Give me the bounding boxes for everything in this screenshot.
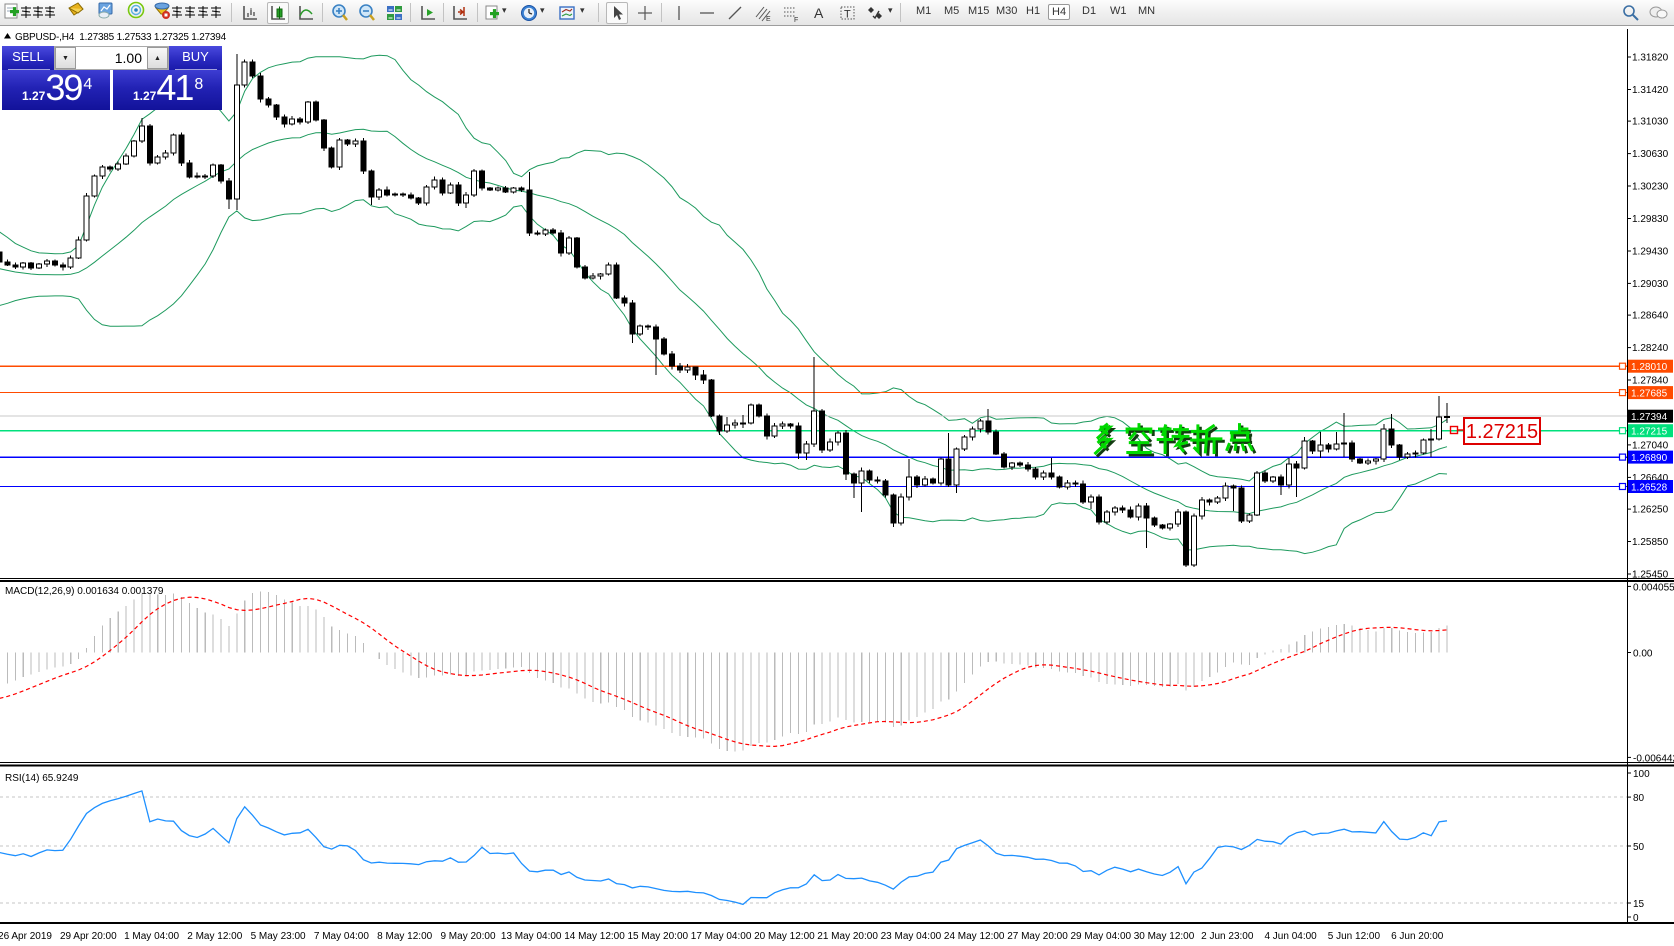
svg-text:1.26528: 1.26528: [1631, 483, 1668, 494]
svg-text:100: 100: [1633, 769, 1650, 780]
svg-text:1.26640: 1.26640: [1632, 473, 1669, 484]
svg-text:0.004055: 0.004055: [1633, 582, 1674, 593]
svg-text:14 May 12:00: 14 May 12:00: [564, 931, 625, 942]
svg-text:1.31030: 1.31030: [1632, 117, 1669, 128]
svg-text:17 May 04:00: 17 May 04:00: [691, 931, 752, 942]
svg-text:80: 80: [1633, 793, 1645, 804]
svg-text:1.29030: 1.29030: [1632, 279, 1669, 290]
svg-text:1.31420: 1.31420: [1632, 85, 1669, 96]
svg-text:1.27040: 1.27040: [1632, 440, 1669, 451]
svg-text:4 Jun 04:00: 4 Jun 04:00: [1264, 931, 1317, 942]
svg-text:1.28010: 1.28010: [1631, 362, 1668, 373]
svg-text:0.00: 0.00: [1633, 649, 1653, 660]
svg-text:9 May 20:00: 9 May 20:00: [440, 931, 495, 942]
svg-text:13 May 04:00: 13 May 04:00: [501, 931, 562, 942]
svg-text:1.27215: 1.27215: [1631, 427, 1668, 438]
svg-text:20 May 12:00: 20 May 12:00: [754, 931, 815, 942]
svg-text:1.29430: 1.29430: [1632, 247, 1669, 258]
svg-text:-0.006442: -0.006442: [1633, 753, 1674, 764]
svg-text:1.27215: 1.27215: [1466, 421, 1538, 443]
svg-text:6 Jun 20:00: 6 Jun 20:00: [1391, 931, 1444, 942]
svg-text:RSI(14) 65.9249: RSI(14) 65.9249: [5, 773, 79, 784]
svg-text:1.30230: 1.30230: [1632, 182, 1669, 193]
svg-text:23 May 04:00: 23 May 04:00: [881, 931, 942, 942]
svg-text:1.30630: 1.30630: [1632, 149, 1669, 160]
svg-text:8 May 12:00: 8 May 12:00: [377, 931, 432, 942]
svg-text:7 May 04:00: 7 May 04:00: [314, 931, 369, 942]
svg-text:1.26250: 1.26250: [1632, 505, 1669, 516]
svg-text:24 May 12:00: 24 May 12:00: [944, 931, 1005, 942]
svg-text:5 Jun 12:00: 5 Jun 12:00: [1328, 931, 1381, 942]
svg-text:1.29830: 1.29830: [1632, 214, 1669, 225]
svg-text:1.26890: 1.26890: [1631, 453, 1668, 464]
svg-text:GBPUSD-,H4 1.27385 1.27533 1.: GBPUSD-,H4 1.27385 1.27533 1.27325 1.273…: [15, 32, 227, 43]
svg-text:27 May 20:00: 27 May 20:00: [1007, 931, 1068, 942]
svg-text:E: E: [766, 16, 771, 23]
svg-text:A: A: [814, 5, 824, 21]
svg-text:30 May 12:00: 30 May 12:00: [1134, 931, 1195, 942]
svg-text:1.27394: 1.27394: [1631, 412, 1668, 423]
svg-text:T: T: [844, 9, 851, 21]
svg-text:21 May 20:00: 21 May 20:00: [817, 931, 878, 942]
svg-text:15 May 20:00: 15 May 20:00: [627, 931, 688, 942]
svg-text:MACD(12,26,9) 0.001634 0.00137: MACD(12,26,9) 0.001634 0.001379: [5, 586, 164, 597]
svg-text:1.28640: 1.28640: [1632, 311, 1669, 322]
svg-text:50: 50: [1633, 842, 1645, 853]
svg-text:29 May 04:00: 29 May 04:00: [1070, 931, 1131, 942]
svg-text:2 May 12:00: 2 May 12:00: [187, 931, 242, 942]
svg-text:1.25850: 1.25850: [1632, 537, 1669, 548]
svg-text:29 Apr 20:00: 29 Apr 20:00: [60, 931, 117, 942]
svg-text:1.28240: 1.28240: [1632, 343, 1669, 354]
svg-text:2 Jun 23:00: 2 Jun 23:00: [1201, 931, 1254, 942]
svg-text:1.25450: 1.25450: [1632, 570, 1669, 581]
svg-text:5 May 23:00: 5 May 23:00: [251, 931, 306, 942]
svg-text:0: 0: [1633, 913, 1639, 924]
svg-text:F: F: [794, 17, 798, 23]
svg-text:1.27840: 1.27840: [1632, 376, 1669, 387]
svg-text:1.31820: 1.31820: [1632, 53, 1669, 64]
svg-text:1.27685: 1.27685: [1631, 389, 1668, 400]
svg-text:26 Apr 2019: 26 Apr 2019: [0, 931, 52, 942]
svg-text:15: 15: [1633, 899, 1645, 910]
svg-text:1 May 04:00: 1 May 04:00: [124, 931, 179, 942]
